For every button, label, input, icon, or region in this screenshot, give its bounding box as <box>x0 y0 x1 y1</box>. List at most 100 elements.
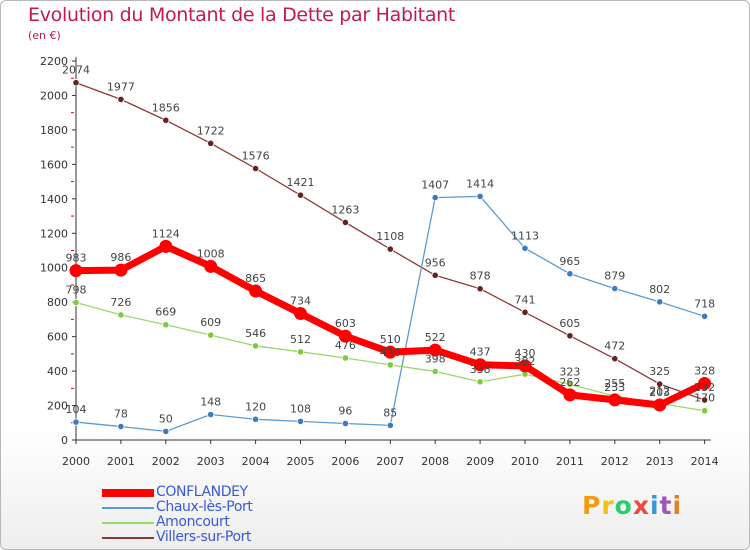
series-lines-group <box>69 79 712 435</box>
data-label: 956 <box>425 256 446 269</box>
data-point <box>72 79 80 87</box>
legend-label: Chaux-lès-Port <box>156 499 253 515</box>
data-point <box>700 407 709 415</box>
data-label: 108 <box>290 402 311 415</box>
data-point <box>476 285 484 293</box>
data-label: 741 <box>515 293 536 306</box>
data-label: 170 <box>694 392 715 405</box>
data-label: 203 <box>649 386 670 399</box>
data-point <box>252 342 260 350</box>
data-point <box>204 259 218 273</box>
data-label: 734 <box>290 295 311 308</box>
y-tick-label: 600 <box>47 331 68 344</box>
data-label: 233 <box>604 381 625 394</box>
data-label: 262 <box>559 376 580 389</box>
x-tick-label: 2007 <box>376 455 404 468</box>
data-label: 50 <box>159 412 173 425</box>
data-label: 1856 <box>152 101 180 114</box>
data-label: 1263 <box>331 203 359 216</box>
data-label: 965 <box>559 255 580 268</box>
y-tick-label: 2000 <box>40 89 68 102</box>
data-point <box>207 139 215 147</box>
data-point <box>72 298 80 307</box>
data-point <box>611 355 619 363</box>
data-label: 546 <box>245 327 266 340</box>
data-label: 1108 <box>376 230 404 243</box>
data-label: 1722 <box>197 124 225 137</box>
x-tick-label: 2008 <box>421 455 449 468</box>
data-point <box>476 378 484 386</box>
data-label: 255 <box>604 377 625 390</box>
y-tick-label: 1400 <box>40 193 68 206</box>
data-label: 437 <box>470 346 491 359</box>
data-label: 328 <box>694 364 715 377</box>
data-label: 476 <box>335 339 356 352</box>
data-point <box>700 396 709 404</box>
data-point <box>117 311 125 319</box>
data-point <box>117 422 125 431</box>
legend-label: Amoncourt <box>156 514 230 530</box>
data-label: 512 <box>290 333 311 346</box>
data-label: 605 <box>559 317 580 330</box>
data-point <box>386 421 394 429</box>
y-tick-label: 1200 <box>40 227 68 240</box>
data-point <box>476 192 484 201</box>
data-label: 1008 <box>197 247 225 260</box>
data-label: 879 <box>604 270 625 283</box>
data-label: 323 <box>559 365 580 378</box>
proxiti-logo: Proxiti <box>582 491 683 520</box>
x-tick-label: 2010 <box>511 455 539 468</box>
legend-label: Villers-sur-Port <box>156 529 252 545</box>
data-label: 718 <box>694 297 715 310</box>
y-tick-label: 1800 <box>40 124 68 137</box>
data-point <box>656 380 664 388</box>
data-point <box>473 358 487 372</box>
data-label: 1407 <box>421 179 449 192</box>
data-label: 85 <box>383 406 397 419</box>
data-point <box>611 284 619 293</box>
legend-swatch <box>102 537 154 539</box>
data-point <box>296 417 305 425</box>
data-point <box>69 264 83 278</box>
data-point <box>162 427 170 435</box>
chart-subtitle: (en €) <box>28 29 61 42</box>
x-tick-label: 2000 <box>62 455 90 468</box>
data-point <box>698 376 712 390</box>
y-tick-label: 0 <box>61 434 68 447</box>
data-labels-group: 983 986 1124 1008 865 734 603 510 522 437 430 262 23… <box>62 64 715 426</box>
chart-title: Evolution du Montant de la Dette par Hab… <box>28 4 456 26</box>
data-label: 2074 <box>62 64 90 77</box>
x-tick-label: 2012 <box>601 455 629 468</box>
data-point <box>653 398 667 412</box>
y-tick-label: 1600 <box>40 158 68 171</box>
data-label: 1977 <box>107 80 135 93</box>
data-point <box>338 329 352 343</box>
data-point <box>162 116 170 124</box>
data-label: 232 <box>694 381 715 394</box>
data-point <box>249 284 263 298</box>
data-label: 603 <box>335 317 356 330</box>
data-label: 325 <box>649 365 670 378</box>
data-point <box>656 298 664 306</box>
x-tick-label: 2001 <box>107 455 135 468</box>
data-point <box>386 245 394 253</box>
data-point <box>207 410 215 419</box>
data-point <box>117 95 125 104</box>
y-tick-label: 2200 <box>40 55 68 68</box>
x-tick-label: 2006 <box>331 455 359 468</box>
data-label: 338 <box>470 363 491 376</box>
y-tick-label: 400 <box>47 365 68 378</box>
data-label: 212 <box>649 384 670 397</box>
data-label: 382 <box>515 355 536 368</box>
data-label: 120 <box>245 400 266 413</box>
data-point <box>294 307 307 321</box>
data-label: 1113 <box>511 229 539 242</box>
data-point <box>162 321 170 329</box>
data-point <box>341 218 349 227</box>
axes-group: 0 200 400 600 800 1000 1200 1400 1600 1800 2000 220… <box>40 55 719 468</box>
x-tick-label: 2004 <box>242 455 270 468</box>
x-tick-label: 2011 <box>556 455 584 468</box>
y-tick-label: 1000 <box>40 262 68 275</box>
legend-swatch <box>102 507 154 509</box>
